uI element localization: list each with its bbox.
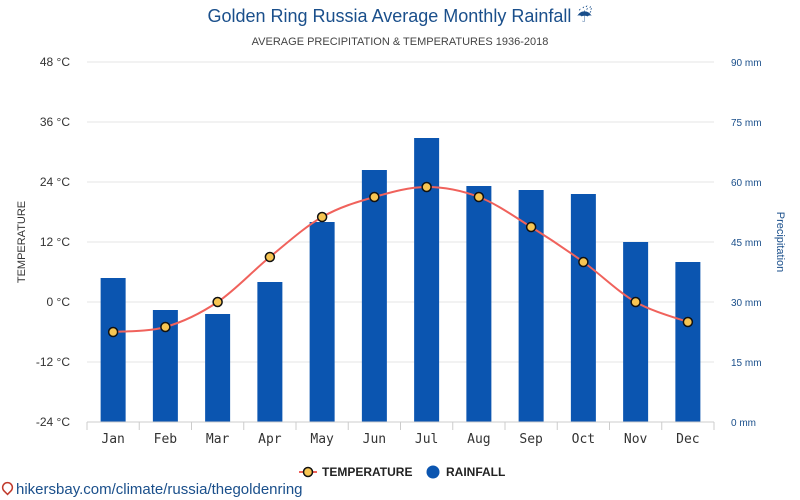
temperature-point [107,326,119,338]
y-left-tick-label: 24 °C [40,175,70,189]
temperature-curve [113,185,689,333]
x-tick-label: Oct [572,432,595,447]
rainfall-bars [100,138,701,422]
temperature-point [369,191,380,203]
source-link[interactable]: hikersbay.com/climate/russia/thegoldenri… [0,479,303,498]
rainfall-bar [623,242,649,422]
temperature-point [316,211,328,223]
legend-rainfall-marker [426,465,440,479]
x-tick-label: May [310,432,334,447]
rainfall-bar [309,222,335,422]
x-tick-label: Jan [101,432,124,447]
legend: TEMPERATURE RAINFALL [299,465,505,479]
rainfall-bar [361,170,387,422]
grid-lines [87,61,714,423]
x-tick-label: Aug [467,432,490,447]
legend-temperature-marker [302,466,314,478]
y-left-tick-label: 12 °C [40,235,70,249]
x-tick-label: Jul [415,432,438,447]
x-tick-label: Nov [624,432,648,447]
y-left-tick-label: -24 °C [36,415,70,429]
y-left-tick-label: 36 °C [40,115,70,129]
x-tick-label: Sep [519,432,543,447]
y-right-tick-label: 15 mm [731,358,762,369]
source-link-text: hikersbay.com/climate/russia/thegoldenri… [16,481,303,498]
rainfall-bar [100,278,126,422]
y-right-tick-label: 30 mm [731,298,762,309]
location-pin-icon [0,479,16,496]
y-left-tick-label: 0 °C [47,295,71,309]
y-right-tick-label: 60 mm [731,178,762,189]
y-right-tick-label: 0 mm [731,418,756,429]
x-tick-label: Mar [206,432,230,447]
rainfall-bar [257,282,283,422]
x-tick-label: Apr [258,432,282,447]
y-right-tick-label: 45 mm [731,238,762,249]
temperature-point [630,296,641,308]
chart-title-text: Golden Ring Russia Average Monthly Rainf… [207,6,572,26]
temperature-point [682,316,694,328]
y-right-axis-title: Precipitation [774,212,786,273]
rainfall-bar [675,262,701,422]
x-tick-label: Dec [676,432,699,447]
rainfall-bar [570,194,596,422]
y-left-axis-title: TEMPERATURE [16,201,28,283]
temperature-point [473,191,485,203]
temperature-line [107,181,694,338]
legend-temperature-label: TEMPERATURE [322,465,412,479]
y-left-tick-label: 48 °C [40,55,70,69]
temperature-point [160,321,171,333]
rainfall-bar [466,186,492,422]
temperature-point [578,256,589,268]
umbrella-rain-icon: ☔ [576,6,593,26]
temperature-point [264,251,276,263]
y-right-tick-label: 75 mm [731,118,762,129]
temperature-point [525,221,537,233]
temperature-point [421,181,432,193]
temperature-point [212,296,223,308]
rainfall-bar [414,138,440,422]
y-left-tick-label: -12 °C [36,355,70,369]
axes: -24 °C -12 °C 0 °C 12 °C 24 °C 36 °C 48 °C 0 mm… [16,55,786,447]
x-tick-label: Jun [363,432,386,447]
y-right-tick-label: 90 mm [731,58,762,69]
chart-subtitle: AVERAGE PRECIPITATION & TEMPERATURES 193… [251,36,549,48]
rainfall-bar [205,314,231,422]
chart-title: Golden Ring Russia Average Monthly Rainf… [0,6,800,27]
x-tick-label: Feb [154,432,178,447]
legend-rainfall-label: RAINFALL [446,465,505,479]
